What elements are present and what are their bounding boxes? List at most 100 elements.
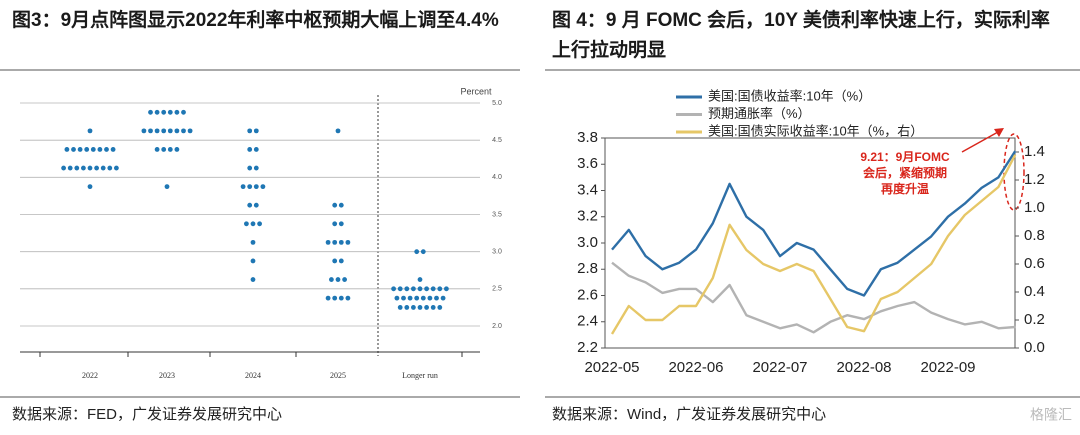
dot: [335, 277, 341, 282]
dot: [87, 128, 93, 134]
dot: [253, 165, 259, 171]
dot: [253, 128, 259, 134]
y-tick-label: 3.8: [577, 129, 598, 146]
dot: [397, 305, 403, 310]
y-tick-label: 4.0: [492, 174, 502, 181]
dot: [342, 277, 347, 282]
dot: [148, 128, 153, 134]
dot: [407, 295, 413, 301]
dot: [154, 109, 160, 115]
dot: [181, 128, 186, 134]
dot: [414, 295, 420, 301]
dot: [247, 147, 253, 152]
y-tick-label: 2.2: [577, 339, 598, 356]
dot: [250, 277, 256, 282]
dot: [332, 221, 338, 227]
dot: [420, 249, 426, 255]
dot: [247, 128, 253, 134]
y-tick-label: 3.2: [577, 208, 598, 225]
dot: [329, 277, 334, 282]
y-tick-label: 2.6: [577, 286, 598, 303]
y2-tick-label: 0.6: [1024, 255, 1045, 272]
dot: [154, 147, 160, 152]
highlight: [1003, 133, 1025, 211]
x-tick-label: 2023: [159, 371, 175, 380]
series-line: [611, 261, 1016, 334]
series-line: [611, 150, 1017, 297]
title: 图3：9月点阵图显示2022年利率中枢预期大幅上调至4.4%: [12, 10, 499, 31]
dot: [325, 239, 331, 245]
dot: [437, 286, 443, 292]
dot: [64, 147, 70, 152]
dot: [401, 295, 406, 301]
dot: [71, 147, 76, 152]
dot: [84, 147, 90, 152]
dot: [332, 295, 338, 301]
dot: [250, 239, 256, 245]
y-tick-label: 2.0: [492, 323, 502, 330]
dot: [414, 249, 420, 255]
y-tick-label: 4.5: [492, 137, 502, 144]
dot: [338, 258, 344, 264]
legend-label: 预期通胀率（%）: [708, 106, 811, 121]
dot: [97, 147, 103, 152]
dot: [417, 305, 423, 310]
dot: [174, 109, 180, 115]
y2-tick-label: 0.4: [1024, 283, 1045, 300]
dot: [444, 286, 449, 292]
x-tick-label: 2024: [245, 371, 261, 380]
dot: [174, 147, 180, 152]
dot: [107, 165, 113, 171]
dot: [161, 109, 167, 115]
dot: [110, 147, 116, 152]
series-line: [610, 154, 1017, 335]
dot: [411, 286, 416, 292]
dot: [141, 128, 147, 134]
dot: [104, 147, 109, 152]
dot: [67, 165, 73, 171]
dot: [430, 286, 436, 292]
x-tick-label: Longer run: [402, 371, 438, 380]
dot: [424, 286, 429, 292]
dot: [260, 184, 266, 190]
dot: [250, 221, 256, 227]
dot: [167, 128, 173, 134]
y2-tick-label: 0.2: [1024, 311, 1045, 328]
annotation: 9.21：9月FOMC: [860, 150, 950, 164]
y2-tick-label: 0.8: [1024, 227, 1045, 244]
dot: [247, 165, 253, 171]
y-tick-label: 3.6: [577, 155, 598, 172]
dot: [411, 305, 416, 310]
dot: [247, 184, 253, 190]
x-ticks: [39, 352, 463, 357]
legend-label: 美国:国债收益率:10年（%）: [708, 88, 871, 103]
dot: [148, 109, 153, 115]
dot: [391, 286, 396, 292]
annotation: 再度升温: [881, 181, 929, 196]
y-tick-label: 3.4: [577, 181, 598, 198]
dot: [94, 165, 99, 171]
dot: [345, 295, 351, 301]
dot: [74, 165, 80, 171]
y-tick-label: 3.0: [492, 249, 502, 256]
dot: [437, 305, 443, 310]
dot: [81, 165, 86, 171]
dot: [257, 221, 262, 227]
dot: [253, 147, 259, 152]
dot: [325, 295, 331, 301]
x-tick-label: 2022-08: [836, 359, 891, 376]
dot: [87, 165, 93, 171]
x-tick-label: 2022-09: [920, 359, 975, 376]
title: 图 4：9 月 FOMC 会后，10Y 美债利率快速上行，实际利率上行拉动明显: [552, 10, 1050, 61]
dot: [338, 202, 344, 208]
dot: [335, 128, 341, 134]
dot: [332, 202, 338, 208]
source: 数据来源：Wind，广发证券发展研究中心: [552, 406, 827, 423]
dot: [440, 295, 446, 301]
dot: [114, 165, 119, 171]
dot: [161, 147, 167, 152]
dot: [253, 184, 259, 190]
arrow: [961, 131, 999, 153]
dot: [394, 295, 400, 301]
